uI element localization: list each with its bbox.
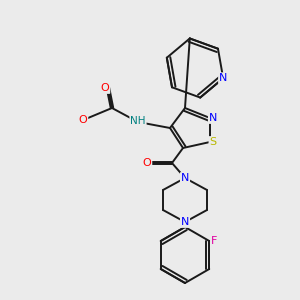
- Text: N: N: [181, 217, 189, 227]
- Text: O: O: [100, 83, 109, 93]
- Text: N: N: [219, 73, 227, 83]
- Text: O: O: [79, 115, 87, 125]
- Text: NH: NH: [130, 116, 146, 126]
- Text: S: S: [209, 137, 217, 147]
- Text: N: N: [209, 113, 217, 123]
- Text: O: O: [142, 158, 152, 168]
- Text: F: F: [211, 236, 218, 246]
- Text: N: N: [181, 173, 189, 183]
